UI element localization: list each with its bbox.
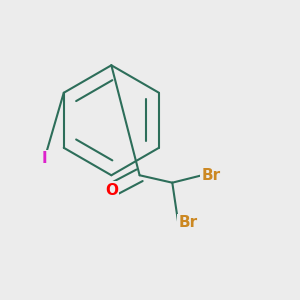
Text: I: I [42, 152, 47, 166]
Text: Br: Br [178, 215, 197, 230]
Text: O: O [105, 183, 118, 198]
Text: Br: Br [202, 168, 221, 183]
